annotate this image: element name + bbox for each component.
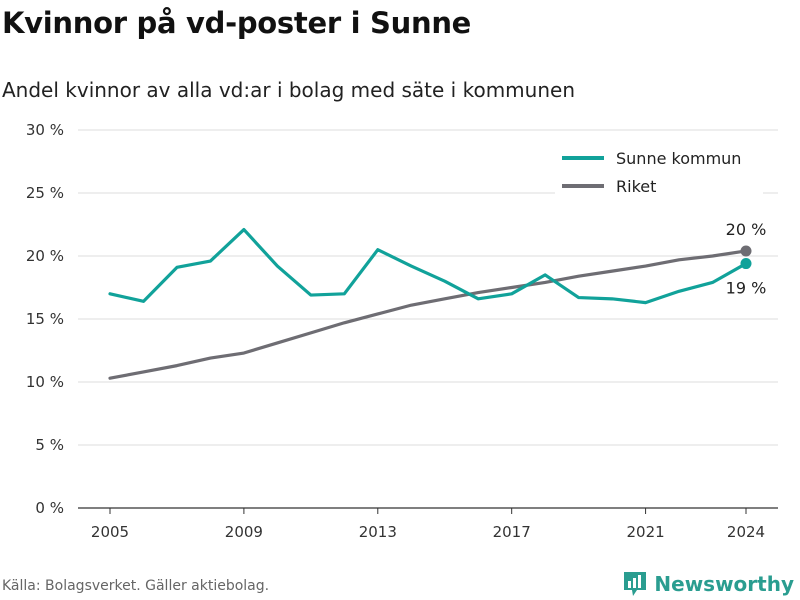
end-point-sunne [740, 258, 752, 270]
x-tick-label: 2024 [727, 523, 765, 541]
legend-label: Riket [616, 177, 656, 196]
end-label-riket: 20 % [726, 220, 767, 239]
y-tick-label: 10 % [26, 373, 64, 391]
x-tick-label: 2005 [91, 523, 129, 541]
newsworthy-icon [624, 572, 647, 596]
legend: Sunne kommun Riket [555, 142, 763, 198]
legend-label: Sunne kommun [616, 149, 741, 168]
x-tick-label: 2013 [359, 523, 397, 541]
series-line-sunne [108, 227, 748, 305]
y-tick-label: 15 % [26, 310, 64, 328]
end-label-sunne: 19 % [726, 279, 767, 298]
grid-lines [78, 129, 778, 509]
brand-logo: Newsworthy [622, 570, 794, 598]
y-tick-label: 20 % [26, 247, 64, 265]
end-labels: 20 % 19 % [726, 220, 767, 298]
source-note: Källa: Bolagsverket. Gäller aktiebolag. [2, 578, 270, 594]
series-line-riket [108, 249, 748, 380]
y-tick-label: 5 % [35, 436, 64, 454]
brand-name: Newsworthy [654, 572, 794, 596]
x-tick-label: 2009 [225, 523, 263, 541]
chart-subtitle: Andel kvinnor av alla vd:ar i bolag med … [2, 78, 575, 102]
y-tick-label: 0 % [35, 499, 64, 517]
y-tick-label: 30 % [26, 121, 64, 139]
series-lines [108, 227, 752, 380]
x-axis-ticks: 2005 2009 2013 2017 2021 2024 [91, 508, 765, 541]
legend-background [555, 142, 763, 198]
x-tick-label: 2021 [626, 523, 664, 541]
chart-title: Kvinnor på vd-poster i Sunne [2, 6, 472, 40]
y-axis-ticks: 0 % 5 % 10 % 15 % 20 % 25 % 30 % [26, 121, 64, 517]
x-tick-label: 2017 [493, 523, 531, 541]
end-point-riket [740, 245, 752, 257]
y-tick-label: 25 % [26, 184, 64, 202]
